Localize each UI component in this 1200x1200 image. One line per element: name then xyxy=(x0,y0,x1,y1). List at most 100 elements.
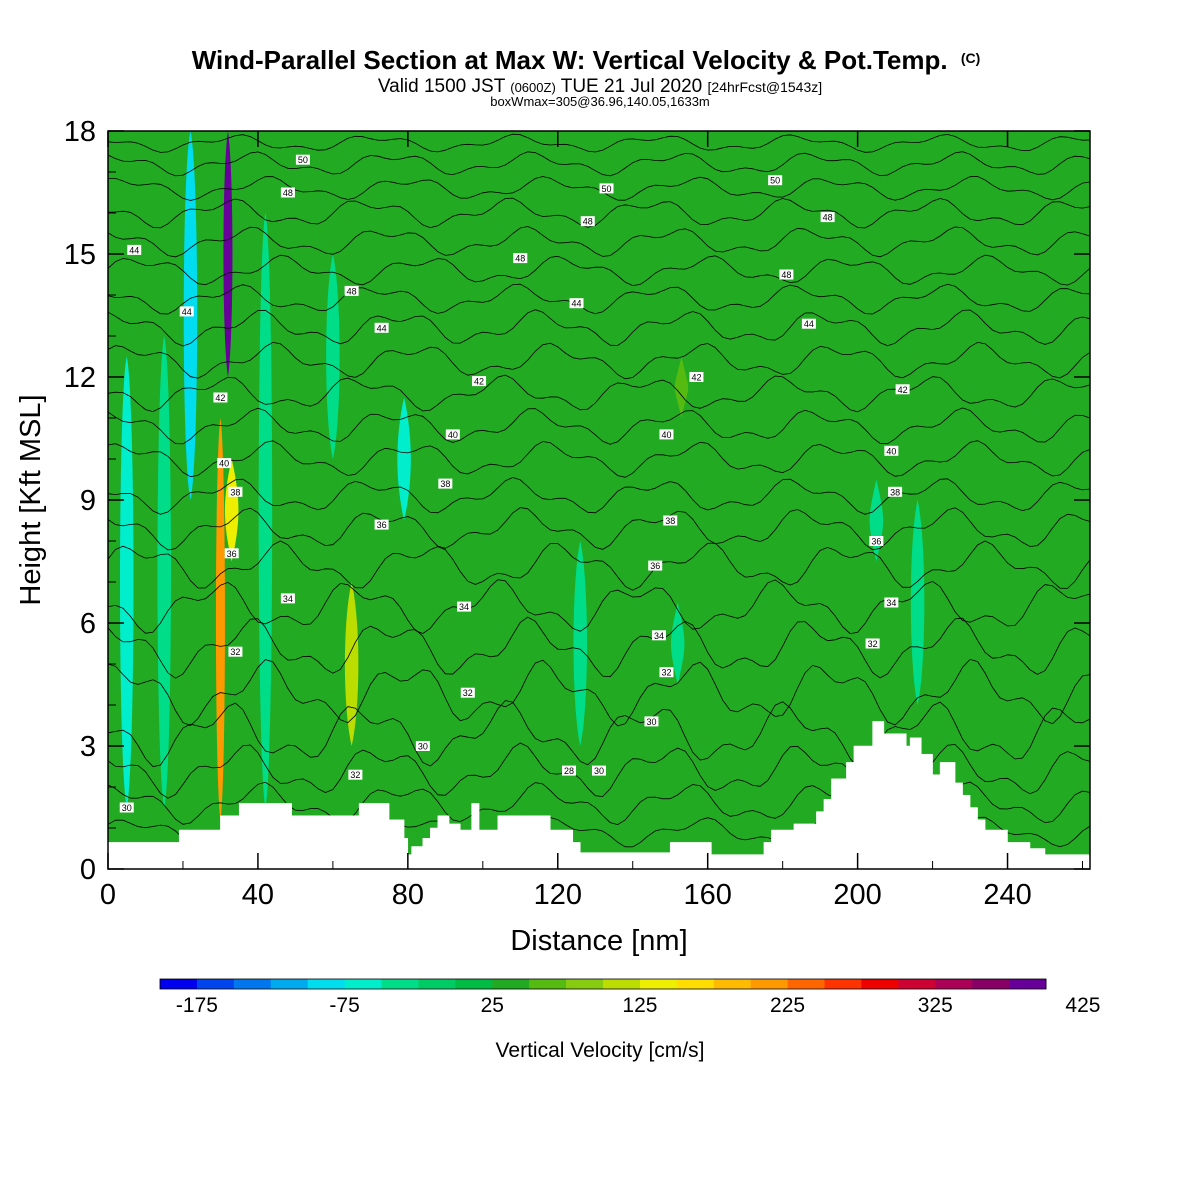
contour-label: 28 xyxy=(562,765,577,776)
contour-label: 40 xyxy=(884,445,899,456)
theta-contour-21 xyxy=(108,133,1090,153)
contour-label: 38 xyxy=(663,515,678,526)
contour-label-text: 34 xyxy=(459,602,469,612)
contour-label-text: 38 xyxy=(890,487,900,497)
contour-label-text: 42 xyxy=(474,377,484,387)
x-axis-label: Distance [nm] xyxy=(510,925,687,957)
contour-label-text: 30 xyxy=(646,717,656,727)
w-feature-10 xyxy=(397,397,411,521)
colorbar-label: Vertical Velocity [cm/s] xyxy=(496,1039,705,1062)
colorbar-swatch xyxy=(972,979,1010,989)
w-feature-2 xyxy=(157,336,171,808)
colorbar-swatch xyxy=(639,979,678,989)
theta-contour-7 xyxy=(108,540,1090,591)
colorbar-swatch xyxy=(824,979,862,989)
colorbar-swatch xyxy=(344,979,382,989)
colorbar-swatch xyxy=(935,979,973,989)
contour-label: 42 xyxy=(472,376,487,387)
colorbar-swatch xyxy=(233,979,272,989)
contour-label: 44 xyxy=(374,322,389,333)
colorbar-swatch xyxy=(270,979,309,989)
contour-label: 44 xyxy=(179,306,194,317)
contour-label: 50 xyxy=(599,183,614,194)
contour-label-text: 32 xyxy=(463,688,473,698)
contour-label: 36 xyxy=(648,560,663,571)
w-feature-4 xyxy=(215,418,225,820)
theta-contour-4 xyxy=(108,658,1090,727)
contour-label: 48 xyxy=(280,187,295,198)
contour-label: 32 xyxy=(460,687,475,698)
theta-contour-5 xyxy=(108,616,1090,679)
colorbar-swatch xyxy=(160,979,198,989)
contour-label-text: 48 xyxy=(781,270,791,280)
contour-label: 32 xyxy=(348,769,363,780)
colorbar-swatch xyxy=(307,979,346,989)
contour-label-text: 44 xyxy=(377,323,387,333)
colorbar-tick-label: 25 xyxy=(481,994,504,1017)
contour-label: 34 xyxy=(280,593,295,604)
contour-label: 38 xyxy=(438,478,453,489)
contour-label-text: 48 xyxy=(515,254,525,264)
contour-label-text: 34 xyxy=(886,598,896,608)
colorbar-swatch xyxy=(898,979,936,989)
contour-label: 30 xyxy=(644,716,659,727)
colorbar-swatch xyxy=(1009,979,1047,989)
contour-label-text: 32 xyxy=(350,770,360,780)
theta-contour-9 xyxy=(108,477,1090,515)
contour-label: 40 xyxy=(217,458,232,469)
contour-label-text: 32 xyxy=(868,639,878,649)
contour-label: 38 xyxy=(228,486,243,497)
colorbar-tick-label: 425 xyxy=(1065,994,1100,1017)
theta-contour-14 xyxy=(108,309,1090,347)
colorbar-swatch xyxy=(492,979,530,989)
y-tick-label: 3 xyxy=(80,731,96,763)
colorbar-tick-label: 125 xyxy=(622,994,657,1017)
contour-label-text: 40 xyxy=(448,430,458,440)
w-feature-9 xyxy=(344,582,359,746)
y-tick-label: 9 xyxy=(80,485,96,517)
colorbar-swatch xyxy=(861,979,899,989)
contour-label: 40 xyxy=(659,429,674,440)
contour-label: 48 xyxy=(344,285,359,296)
w-feature-15 xyxy=(910,500,925,705)
colorbar-tick-label: -175 xyxy=(176,994,218,1017)
contour-label: 34 xyxy=(651,630,666,641)
contour-label-text: 40 xyxy=(886,446,896,456)
contour-label-text: 38 xyxy=(440,479,450,489)
colorbar-swatch xyxy=(603,979,641,989)
contour-label-text: 34 xyxy=(654,631,664,641)
contour-label-text: 32 xyxy=(661,668,671,678)
plot-area: 50 50 50 48 48 48 48 48 48 44 44 44 44 44 42 42 42 42 40 40… xyxy=(108,131,1090,869)
colorbar-swatch xyxy=(455,979,493,989)
y-tick-label: 12 xyxy=(64,362,96,394)
vertical-velocity-field xyxy=(108,131,1090,869)
contour-label: 34 xyxy=(884,597,899,608)
contour-label-text: 30 xyxy=(594,766,604,776)
contour-label-text: 44 xyxy=(182,307,192,317)
terrain-shape xyxy=(108,721,1090,869)
contour-label: 36 xyxy=(869,536,884,547)
contour-label-text: 32 xyxy=(230,647,240,657)
theta-contour-18 xyxy=(108,197,1090,229)
contour-label: 44 xyxy=(801,318,816,329)
colorbar-swatch xyxy=(713,979,752,989)
theta-contour-17 xyxy=(108,226,1090,258)
x-tick-label: 200 xyxy=(833,879,881,911)
colorbar: -175 -75 25 125 225 325 425 xyxy=(159,978,1100,1017)
contour-label: 32 xyxy=(228,646,243,657)
contour-label: 42 xyxy=(689,372,704,383)
colorbar-tick-label: 225 xyxy=(770,994,805,1017)
w-feature-13 xyxy=(670,602,685,685)
contour-label-text: 38 xyxy=(230,487,240,497)
contour-label: 50 xyxy=(295,154,310,165)
contour-label-text: 50 xyxy=(770,176,780,186)
chart-title: Wind-Parallel Section at Max W: Vertical… xyxy=(192,45,981,75)
contour-label-text: 48 xyxy=(583,217,593,227)
colorbar-swatch xyxy=(196,979,235,989)
contour-label-group: 50 50 50 48 48 48 48 48 48 44 44 44 44 44 42 42 42 42 40 40… xyxy=(119,154,910,813)
contour-label: 30 xyxy=(119,802,134,813)
contour-label-text: 34 xyxy=(283,594,293,604)
colorbar-swatch xyxy=(750,979,789,989)
colorbar-frame xyxy=(159,978,1047,990)
